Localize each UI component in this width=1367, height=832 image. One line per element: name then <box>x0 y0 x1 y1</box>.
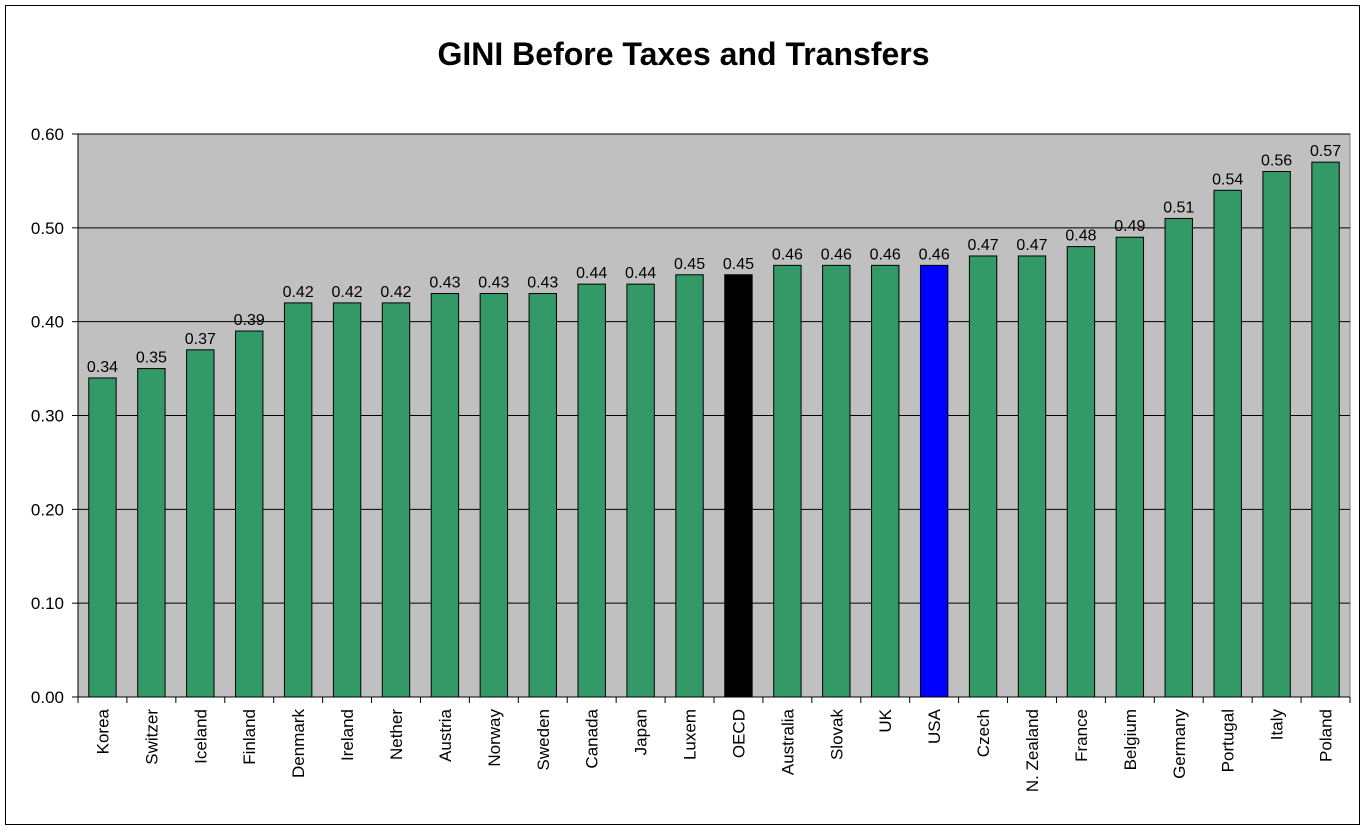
bar-italy <box>1262 171 1291 698</box>
x-category-label: Slovak <box>827 709 846 761</box>
bar-luxem <box>675 274 704 698</box>
data-label: 0.46 <box>919 246 950 263</box>
data-label: 0.42 <box>332 284 363 301</box>
bar-korea <box>88 377 117 698</box>
data-label: 0.43 <box>429 275 460 292</box>
x-category-label: USA <box>925 708 944 744</box>
data-label: 0.49 <box>1114 218 1145 235</box>
bar-iceland <box>186 349 215 698</box>
bar-usa <box>919 264 949 698</box>
data-label: 0.56 <box>1261 153 1292 170</box>
bar-australia <box>773 264 802 698</box>
bar-ireland <box>332 302 362 698</box>
bar-poland <box>1311 161 1340 698</box>
x-category-label: Japan <box>632 709 651 755</box>
x-category-label: Czech <box>974 709 993 757</box>
x-category-label: Ireland <box>338 709 357 761</box>
bar-japan <box>626 283 655 698</box>
x-category-label: Korea <box>93 708 112 754</box>
data-labels: 0.34 0.35 0.37 0.39 0.42 0.42 0.42 0.43 0.43 0.43… <box>87 143 1341 376</box>
chart-title: GINI Before Taxes and Transfers <box>437 36 930 72</box>
x-category-label: Portugal <box>1219 709 1238 772</box>
y-axis-tick-labels: 0.00 0.10 0.20 0.30 0.40 0.50 0.60 <box>31 125 64 707</box>
x-category-label: Poland <box>1317 709 1336 762</box>
x-category-label: Australia <box>778 708 797 775</box>
x-category-label: Austria <box>436 708 455 761</box>
bar-switzer <box>137 368 166 698</box>
data-label: 0.35 <box>136 350 167 367</box>
y-tick-label: 0.50 <box>31 219 64 238</box>
x-category-label: France <box>1072 709 1091 762</box>
data-label: 0.51 <box>1163 199 1194 216</box>
x-category-label: UK <box>876 708 895 732</box>
bar-czech <box>968 255 998 698</box>
x-category-label: Germany <box>1170 709 1189 779</box>
data-label: 0.47 <box>1016 237 1047 254</box>
bar-canada <box>577 283 606 698</box>
x-category-label: Italy <box>1268 709 1287 741</box>
bar-n-zealand <box>1017 255 1047 698</box>
y-tick-label: 0.30 <box>31 407 64 426</box>
data-label: 0.34 <box>87 359 118 376</box>
bar-uk <box>871 264 900 698</box>
data-label: 0.57 <box>1310 143 1341 160</box>
data-label: 0.45 <box>674 256 705 273</box>
data-label: 0.46 <box>870 246 901 263</box>
bar-denmark <box>283 302 313 698</box>
x-category-label: Iceland <box>191 709 210 764</box>
y-tick-label: 0.40 <box>31 313 64 332</box>
bar-france <box>1066 246 1096 698</box>
data-label: 0.47 <box>968 237 999 254</box>
data-label: 0.43 <box>478 275 509 292</box>
data-label: 0.48 <box>1065 228 1096 245</box>
x-category-label: OECD <box>729 709 748 758</box>
bar-slovak <box>822 264 851 698</box>
data-label: 0.46 <box>772 246 803 263</box>
bar-belgium <box>1115 236 1145 698</box>
bar-norway <box>479 293 509 698</box>
x-category-label: Nether <box>387 709 406 760</box>
y-tick-label: 0.60 <box>31 125 64 144</box>
x-category-label: Sweden <box>534 709 553 770</box>
data-label: 0.45 <box>723 256 754 273</box>
bar-sweden <box>528 293 557 698</box>
y-tick-label: 0.10 <box>31 594 64 613</box>
x-category-label: Luxem <box>681 709 700 760</box>
x-category-label: Denmark <box>289 709 308 778</box>
bars <box>88 161 1340 698</box>
data-label: 0.46 <box>821 246 852 263</box>
data-label: 0.42 <box>283 284 314 301</box>
y-tick-label: 0.00 <box>31 688 64 707</box>
data-label: 0.54 <box>1212 171 1243 188</box>
y-tick-label: 0.20 <box>31 500 64 519</box>
data-label: 0.37 <box>185 331 216 348</box>
x-category-label: N. Zealand <box>1023 709 1042 792</box>
bar-austria <box>430 293 460 698</box>
data-label: 0.39 <box>234 312 265 329</box>
x-category-label: Finland <box>240 709 259 765</box>
data-label: 0.44 <box>576 265 607 282</box>
bar-nether <box>381 302 411 698</box>
data-label: 0.44 <box>625 265 656 282</box>
bar-finland <box>235 330 264 698</box>
x-category-label: Canada <box>583 708 602 768</box>
data-label: 0.42 <box>380 284 411 301</box>
bar-germany <box>1164 217 1193 698</box>
x-category-label: Norway <box>485 709 504 767</box>
bar-oecd <box>724 274 753 698</box>
x-category-label: Belgium <box>1121 709 1140 770</box>
data-label: 0.43 <box>527 275 558 292</box>
bar-portugal <box>1213 189 1242 698</box>
x-axis-category-labels: Korea Switzer Iceland Finland Denmark Ireland… <box>93 708 1335 792</box>
x-category-label: Switzer <box>142 709 161 765</box>
axes <box>72 133 1351 703</box>
